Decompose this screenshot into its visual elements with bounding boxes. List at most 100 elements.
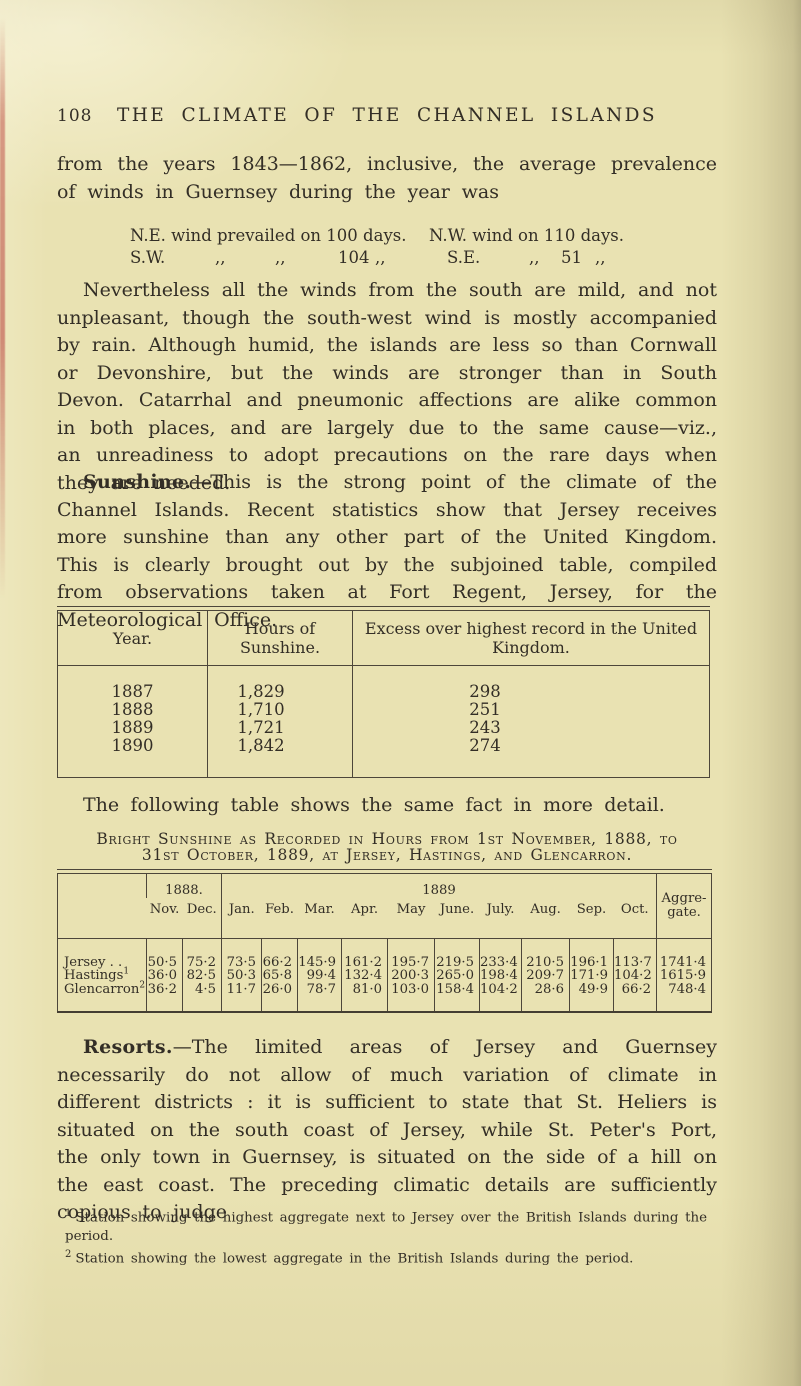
ditto-mark: ,, xyxy=(595,248,606,267)
resorts-lead: Resorts. xyxy=(83,1036,173,1058)
value-cell: 36·2 xyxy=(146,983,183,1013)
ditto-mark: ,, xyxy=(275,248,286,267)
aggregate-cell: 1615·9 xyxy=(656,969,712,983)
value-cell: 75·2 xyxy=(181,938,222,970)
aggregate-cell: 748·4 xyxy=(656,983,712,1013)
hours-cell: 1,710 xyxy=(207,701,353,719)
value-cell: 11·7 xyxy=(221,983,262,1013)
month-header: Apr. xyxy=(341,898,388,939)
value-cell: 82·5 xyxy=(181,969,222,983)
resorts-text: —The limited areas of Jersey and Guernse… xyxy=(57,1036,717,1223)
col-header-hours: Hours of Sunshine. xyxy=(207,610,353,666)
group-1888: 1888. xyxy=(145,873,222,898)
value-cell: 113·7 xyxy=(613,938,657,970)
month-header-row: Nov. Dec. Jan. Feb. Mar. Apr. May June. … xyxy=(58,898,712,939)
value-cell: 66·2 xyxy=(613,983,657,1013)
col-header-year: Year. xyxy=(57,610,208,666)
wind-nw-line: N.W. wind on 110 days. xyxy=(429,226,625,245)
resorts-paragraph: Resorts.—The limited areas of Jersey and… xyxy=(57,1034,717,1227)
year-cell: 1888 xyxy=(111,700,154,719)
station-row: Jersey . . 50·5 75·2 73·5 66·2 145·9 161… xyxy=(58,938,712,970)
excess-cell: 298 xyxy=(352,665,710,701)
monthly-sunshine-table-wrap: 1888. 1889 Aggre- gate. Nov. Dec. Jan. F… xyxy=(57,869,712,1014)
hours-cell: 1,829 xyxy=(207,665,353,701)
caption-line-2: 31st October, 1889, at Jersey, Hastings,… xyxy=(141,845,633,864)
value-cell: 171·9 xyxy=(569,969,614,983)
aggregate-cell: 1741·4 xyxy=(656,938,712,970)
value-cell: 50·3 xyxy=(221,969,262,983)
value-cell: 28·6 xyxy=(521,983,570,1013)
value-cell: 132·4 xyxy=(341,969,388,983)
month-header: Aug. xyxy=(521,898,570,939)
year-cell: 1889 xyxy=(111,718,154,737)
transition-line: The following table shows the same fact … xyxy=(83,794,665,816)
month-header: July. xyxy=(479,898,522,939)
value-cell: 209·7 xyxy=(521,969,570,983)
value-cell: 200·3 xyxy=(387,969,435,983)
aggregate-label-1: Aggre- xyxy=(661,891,707,906)
value-cell: 158·4 xyxy=(434,983,480,1013)
value-cell: 210·5 xyxy=(521,938,570,970)
station-row: Glencarron2 36·2 4·5 11·7 26·0 78·7 81·0… xyxy=(58,981,712,1013)
footnote-2-text: Station showing the lowest aggregate in … xyxy=(75,1251,634,1267)
page-number: 108 xyxy=(57,106,93,126)
detail-table-caption: Bright Sunshine as Recorded in Hours fro… xyxy=(57,830,717,864)
month-header: Jan. xyxy=(221,898,262,939)
group-1889: 1889 xyxy=(221,873,657,898)
wind-statistics: N.E. wind prevailed on 100 days. N.W. wi… xyxy=(57,224,717,276)
winds-paragraph: Nevertheless all the winds from the sout… xyxy=(57,279,717,494)
monthly-sunshine-table: 1888. 1889 Aggre- gate. Nov. Dec. Jan. F… xyxy=(57,873,712,1014)
footnotes: 1 Station showing the highest aggregate n… xyxy=(65,1205,720,1269)
value-cell: 26·0 xyxy=(261,983,298,1013)
station-col-header xyxy=(57,873,147,939)
month-header: Sep. xyxy=(569,898,614,939)
caption-line-1: Bright Sunshine as Recorded in Hours fro… xyxy=(96,830,678,848)
wind-sw-label: S.W. xyxy=(130,248,166,267)
value-cell: 161·2 xyxy=(341,938,388,970)
excess-cell: 251 xyxy=(352,701,710,719)
value-cell: 36·0 xyxy=(146,969,183,983)
value-cell: 50·5 xyxy=(146,938,183,970)
table-header-row: Year. Hours of Sunshine. Excess over hig… xyxy=(57,610,710,666)
value-cell: 66·2 xyxy=(261,938,298,970)
group-header-row: 1888. 1889 Aggre- gate. xyxy=(57,873,712,939)
table-row: 1890 1,842 274 xyxy=(58,737,710,778)
value-cell: 65·8 xyxy=(261,969,298,983)
month-header: Dec. xyxy=(182,898,222,939)
value-cell: 104·2 xyxy=(613,969,657,983)
ditto-mark: ,, xyxy=(215,248,226,267)
month-header: Mar. xyxy=(297,898,342,939)
footnote-1-text: Station showing the highest aggregate ne… xyxy=(65,1210,708,1244)
year-cell: 1887 xyxy=(111,682,154,701)
value-cell: 49·9 xyxy=(569,983,614,1013)
sunshine-hours-table-wrap: Year. Hours of Sunshine. Excess over hig… xyxy=(57,606,710,778)
value-cell: 103·0 xyxy=(387,983,435,1013)
ditto-mark: ,, xyxy=(375,248,386,267)
value-cell: 104·2 xyxy=(479,983,522,1013)
month-header: Feb. xyxy=(261,898,298,939)
sunshine-lead: Sunshine. xyxy=(83,471,192,493)
month-header: June. xyxy=(434,898,480,939)
value-cell: 81·0 xyxy=(341,983,388,1013)
value-cell: 195·7 xyxy=(387,938,435,970)
station-label: Hastings1 xyxy=(64,967,130,984)
footnote-2: 2 Station showing the lowest aggregate in… xyxy=(65,1246,720,1269)
running-title: THE CLIMATE OF THE CHANNEL ISLANDS xyxy=(117,105,657,126)
footnote-2-marker: 2 xyxy=(65,1249,72,1261)
value-cell: 265·0 xyxy=(434,969,480,983)
value-cell: 145·9 xyxy=(297,938,342,970)
footnote-1-marker: 1 xyxy=(65,1208,72,1219)
value-cell: 99·4 xyxy=(297,969,342,983)
value-cell: 73·5 xyxy=(221,938,262,970)
ditto-mark: ,, xyxy=(529,248,540,267)
value-cell: 219·5 xyxy=(434,938,480,970)
excess-cell: 243 xyxy=(352,719,710,737)
table-row: 1887 1,829 298 xyxy=(58,665,710,701)
table-row: 1889 1,721 243 xyxy=(58,719,710,737)
footnote-1: 1 Station showing the highest aggregate n… xyxy=(65,1205,720,1246)
excess-cell: 274 xyxy=(352,737,710,778)
table-row: 1888 1,710 251 xyxy=(58,701,710,719)
value-cell: 78·7 xyxy=(297,983,342,1013)
station-row: Hastings1 36·0 82·5 50·3 65·8 99·4 132·4… xyxy=(58,967,712,984)
month-header: Nov. xyxy=(146,898,183,939)
